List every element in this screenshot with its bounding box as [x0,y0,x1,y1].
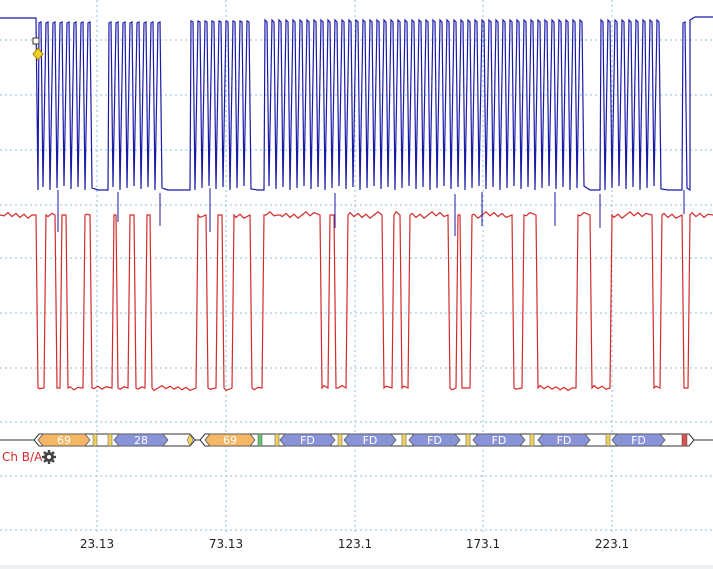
decode-packet[interactable]: 69 [37,433,91,447]
packet-value: 69 [57,434,71,447]
bus-marker [529,433,535,447]
bus-marker [605,433,611,447]
channel-b-waveform [0,210,713,392]
time-tick-label: 223.1 [595,537,629,551]
packet-value: FD [363,434,378,447]
time-axis: 23.13 73.13 123.1 173.1 223.1 [80,537,629,551]
time-tick-label: 123.1 [338,537,372,551]
packet-value: 28 [134,434,148,447]
decode-channel-label: Ch B/A [2,450,43,464]
bottom-strip [0,565,713,569]
decode-packet[interactable]: FD [343,433,397,447]
decode-packet[interactable]: 69 [204,433,256,447]
bus-marker [401,433,407,447]
packet-value: 69 [223,434,237,447]
decode-packet[interactable]: 28 [113,433,169,447]
packet-value: FD [492,434,507,447]
decode-bus[interactable]: 69 28 69 FD FD FD FD FD FD [0,433,713,447]
stop-marker [681,433,688,447]
bus-marker [107,433,113,447]
time-tick-label: 73.13 [209,537,243,551]
decode-packet[interactable]: FD [472,433,526,447]
packet-value: FD [631,434,646,447]
packet-value: FD [427,434,442,447]
decode-packet[interactable]: FD [537,433,591,447]
time-tick-label: 23.13 [80,537,114,551]
gear-icon[interactable] [42,450,56,464]
bus-marker [186,433,194,447]
bus-marker [257,433,263,447]
time-tick-label: 173.1 [466,537,500,551]
packet-value: FD [300,434,315,447]
packet-value: FD [557,434,572,447]
trigger-marker[interactable] [32,37,44,61]
decode-packet[interactable]: FD [408,433,461,447]
decode-packet[interactable]: FD [279,433,336,447]
bus-marker [465,433,471,447]
bus-marker [337,433,343,447]
channel-a-waveform [0,16,713,192]
bus-marker [92,433,98,447]
bus-marker [274,433,280,447]
grid [0,0,713,532]
decode-packet[interactable]: FD [611,433,666,447]
